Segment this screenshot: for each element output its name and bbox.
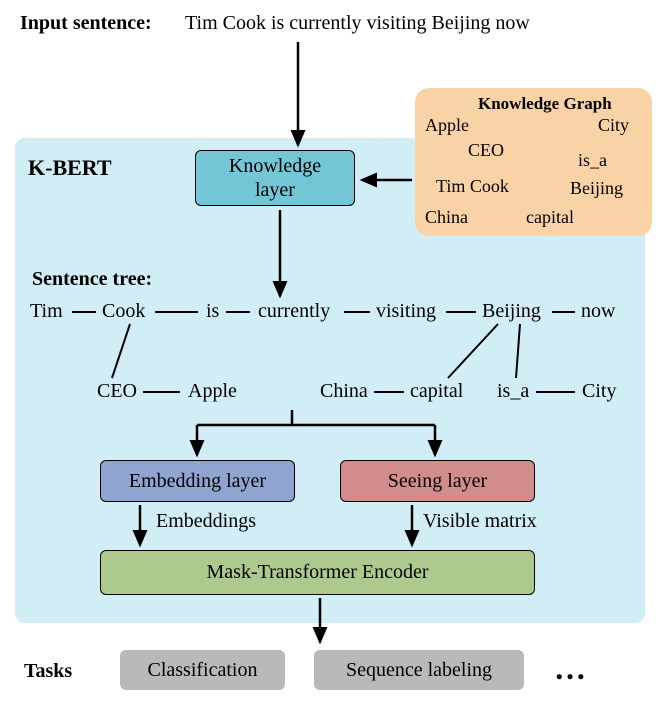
- tree-node-visiting: visiting: [376, 300, 436, 323]
- mask-transformer-box: Mask-Transformer Encoder: [100, 550, 535, 595]
- kg-node-apple: Apple: [425, 115, 469, 136]
- tree-node-capital: capital: [410, 380, 463, 403]
- seeing-layer-box: Seeing layer: [340, 460, 535, 502]
- kg-node-capital: capital: [526, 207, 574, 228]
- kg-node-beijing: Beijing: [570, 178, 623, 199]
- tree-node-is: is: [206, 300, 219, 323]
- knowledge-layer-box: Knowledge layer: [195, 150, 355, 206]
- sentence-tree-label: Sentence tree:: [32, 268, 152, 291]
- tree-node-china: China: [320, 380, 368, 403]
- tree-node-beijing: Beijing: [482, 300, 541, 323]
- kg-node-china: China: [425, 207, 468, 228]
- input-sentence-text: Tim Cook is currently visiting Beijing n…: [185, 12, 530, 35]
- tree-node-currently: currently: [258, 300, 330, 323]
- kg-node-isa: is_a: [578, 150, 607, 171]
- sequence-labeling-box: Sequence labeling: [314, 650, 524, 690]
- tree-node-isa: is_a: [497, 380, 529, 403]
- kg-node-ceo: CEO: [468, 140, 504, 161]
- tasks-label: Tasks: [24, 660, 72, 683]
- embedding-layer-box: Embedding layer: [100, 460, 295, 502]
- tree-node-tim: Tim: [30, 300, 63, 323]
- tree-node-cook: Cook: [102, 300, 145, 323]
- visible-matrix-label: Visible matrix: [423, 510, 537, 533]
- kg-node-city: City: [598, 115, 629, 136]
- tree-node-apple: Apple: [188, 380, 237, 403]
- kg-node-timcook: Tim Cook: [436, 176, 509, 197]
- ellipsis: …: [554, 650, 586, 687]
- tree-node-now: now: [581, 300, 615, 323]
- kg-title: Knowledge Graph: [478, 94, 612, 114]
- input-sentence-label: Input sentence:: [20, 12, 152, 35]
- kbert-label: K-BERT: [28, 155, 112, 181]
- tree-node-city: City: [582, 380, 616, 403]
- classification-box: Classification: [120, 650, 285, 690]
- tree-node-ceo: CEO: [97, 380, 137, 403]
- embeddings-label: Embeddings: [156, 510, 256, 533]
